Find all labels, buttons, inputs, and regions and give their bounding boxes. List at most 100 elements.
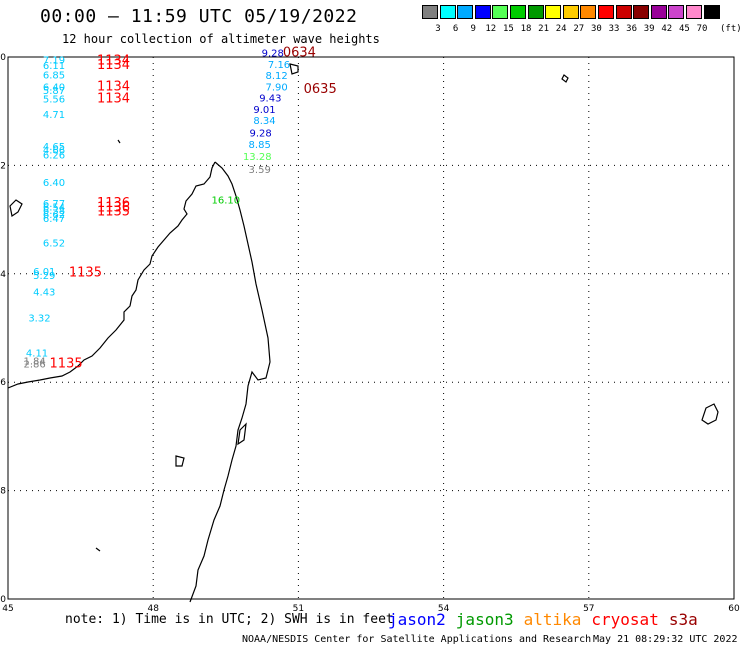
satellite-label: cryosat (591, 610, 659, 629)
island-glorioso (117, 139, 121, 144)
island-reunion (701, 403, 719, 425)
satellite-label: jason3 (455, 610, 514, 629)
lat-tick-label: -10 (0, 53, 6, 63)
wave-height-label: 6.40 (43, 178, 65, 189)
wave-height-label: 9.43 (259, 93, 281, 104)
wave-height-label: 1.84 (23, 356, 45, 367)
wave-height-label: 4.71 (43, 110, 65, 121)
wave-height-label: 16.10 (211, 195, 240, 206)
legend-swatch (562, 5, 579, 19)
pass-time-label: 1135 (69, 266, 102, 281)
island-bassas (289, 63, 299, 75)
wave-height-label: 9.01 (253, 105, 275, 116)
wave-height-label: 5.56 (43, 95, 65, 106)
wave-height-label: 8.34 (253, 116, 275, 127)
wave-height-label: 4.65 (43, 142, 65, 153)
wave-height-label: 6.38 (43, 206, 65, 217)
legend-label: 21 (538, 24, 550, 34)
pass-time-label: 1134 (97, 92, 130, 107)
satellite-label: s3a (668, 610, 698, 629)
lon-tick-label: 57 (583, 604, 594, 614)
wave-height-label: 7.16 (268, 60, 290, 71)
wave-height-label: 6.85 (43, 71, 65, 82)
legend-label: 45 (678, 24, 690, 34)
lon-tick-label: 60 (728, 604, 740, 614)
legend-swatch (474, 5, 491, 19)
pass-time-label: 1134 (97, 54, 130, 69)
wave-height-label: 13.28 (243, 152, 272, 163)
lat-tick-label: -20 (0, 595, 6, 605)
lat-tick-label: -14 (0, 270, 6, 280)
legend-swatch (668, 5, 685, 19)
wave-height-label: 6.52 (43, 239, 65, 250)
wave-height-label: 6.26 (43, 150, 65, 161)
wave-height-label: 6.62 (43, 210, 65, 221)
lon-tick-label: 51 (293, 604, 304, 614)
legend-label: 18 (520, 24, 532, 34)
legend-swatch (527, 5, 544, 19)
wave-height-label: 8.12 (265, 71, 287, 82)
lon-tick-label: 45 (2, 604, 13, 614)
pass-time-label: 1136 (97, 196, 130, 211)
coastline-madagascar-south (189, 161, 271, 603)
wave-height-label: 6.01 (33, 267, 55, 278)
legend-swatch (439, 5, 456, 19)
wave-height-label: 8.85 (249, 140, 271, 151)
island-juan (175, 455, 185, 467)
island-tromelin (95, 547, 101, 552)
lat-tick-label: -12 (0, 161, 6, 171)
legend-label: 9 (470, 24, 476, 34)
legend-label: 42 (661, 24, 673, 34)
legend-swatch (580, 5, 597, 19)
lat-tick-label: -18 (0, 487, 6, 497)
wave-height-label: 7.19 (43, 56, 65, 67)
legend-label: 33 (608, 24, 620, 34)
page-subtitle: 12 hour collection of altimeter wave hei… (62, 32, 380, 46)
wave-height-label: 3.32 (28, 313, 50, 324)
legend-label: 15 (502, 24, 514, 34)
wave-height-label: 6.54 (43, 202, 65, 213)
legend-label: 27 (573, 24, 585, 34)
wave-height-label: 2.86 (23, 360, 45, 371)
pass-time-label: 1135 (50, 357, 83, 372)
legend-swatch (686, 5, 702, 19)
wave-height-label: 7.90 (265, 83, 287, 94)
legend-swatch (510, 5, 526, 19)
legend-label: 39 (643, 24, 655, 34)
coastline-madagascar (7, 161, 216, 389)
footnote: note: 1) Time is in UTC; 2) SWH is in fe… (65, 612, 394, 627)
wave-height-label: 4.43 (33, 287, 55, 298)
legend-swatch (422, 5, 438, 19)
wave-height-label: 5.87 (43, 86, 65, 97)
pass-time-label: 1134 (97, 80, 130, 95)
island-mayotte (9, 199, 23, 217)
page-title: 00:00 – 11:59 UTC 05/19/2022 (40, 6, 358, 27)
legend-label: 36 (626, 24, 638, 34)
legend-label: 24 (555, 24, 567, 34)
satellite-label: jason2 (388, 610, 446, 629)
credit-line: NOAA/NESDIS Center for Satellite Applica… (242, 634, 592, 645)
legend-swatch (545, 5, 562, 19)
legend-label: 70 (696, 24, 708, 34)
lat-tick-label: -16 (0, 378, 6, 388)
wave-height-label: 9.28 (262, 48, 284, 59)
pass-time-label: 1135 (97, 204, 130, 219)
legend-label: 6 (452, 24, 459, 34)
lon-tick-label: 54 (438, 604, 450, 614)
legend-swatch (457, 5, 474, 19)
legend-swatch (598, 5, 614, 19)
legend-label: 12 (485, 24, 497, 34)
pass-time-label: 0635 (304, 82, 337, 97)
legend-swatch (633, 5, 650, 19)
island-aldabra (561, 74, 569, 83)
pass-time-label: 0634 (283, 45, 316, 60)
pass-time-label: 1134 (97, 58, 130, 73)
legend-swatch (615, 5, 632, 19)
wave-height-label: 3.59 (249, 165, 271, 176)
legend-unit: (ft) (720, 24, 740, 34)
legend-label: 3 (435, 24, 441, 34)
generated-timestamp: May 21 08:29:32 UTC 2022 (593, 634, 738, 645)
legend-swatch (650, 5, 667, 19)
satellite-key: jason2 jason3 altika cryosat s3a (388, 610, 708, 629)
